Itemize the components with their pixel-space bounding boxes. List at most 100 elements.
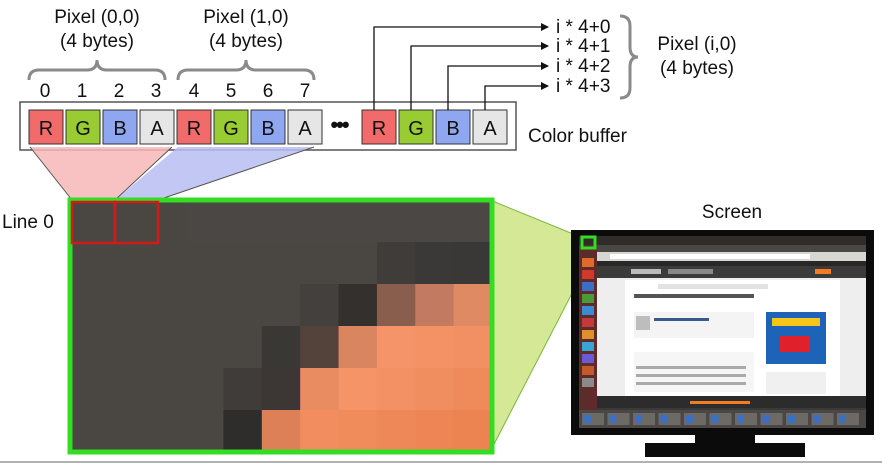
ad-text-band [772, 318, 820, 326]
magnified-pixel [223, 284, 263, 327]
byte-index: 0 [40, 81, 51, 102]
song-row-3 [636, 382, 746, 385]
site-search [668, 269, 713, 274]
magnified-pixel [146, 242, 186, 285]
magnified-pixel [146, 410, 186, 453]
taskbar-window-icon [584, 415, 591, 423]
monitor [571, 230, 874, 457]
magnified-pixel [70, 326, 109, 369]
magnified-pixel [453, 368, 493, 411]
channel-letter: B [261, 118, 274, 140]
offset-arrows [373, 23, 549, 110]
channel-cell [213, 109, 249, 145]
channel-cell [65, 109, 101, 145]
magnified-pixel [453, 410, 493, 453]
channel-cell [250, 109, 286, 145]
channel-cell [472, 109, 508, 145]
site-upload-button [815, 269, 831, 274]
byte-indices: 0 1 2 3 4 5 6 7 [40, 81, 311, 102]
magnified-pixel [70, 200, 109, 243]
magnified-pixel [146, 284, 186, 327]
monitor-base [645, 443, 805, 457]
magnified-pixel [223, 200, 263, 243]
channel-letter: A [483, 118, 497, 140]
launcher-icon-5 [582, 306, 594, 315]
magnified-pixel [300, 326, 340, 369]
magnified-pixel [415, 410, 455, 453]
pixel-i-brace [619, 14, 639, 100]
shared-projection-edge [114, 146, 173, 201]
magnified-pixel [376, 200, 416, 243]
channel-letter: R [187, 118, 201, 140]
magnified-pixel [185, 242, 225, 285]
magnified-pixel [108, 368, 148, 411]
magnified-pixel [300, 284, 340, 327]
magnified-pixel [300, 410, 340, 453]
launcher-icon-4 [582, 294, 594, 303]
browser-tabs [597, 245, 866, 252]
offset-2: i * 4+2 [556, 56, 610, 77]
screen-label: Screen [702, 202, 762, 223]
byte-index: 5 [226, 81, 237, 102]
launcher-icon-11 [582, 378, 594, 387]
magnified-pixel [338, 368, 378, 411]
magnified-pixel [108, 242, 148, 285]
taskbar-window-icon [609, 415, 617, 423]
artist-thumb [636, 316, 650, 330]
pixel-1-highlight [113, 200, 160, 245]
magnified-pixel [415, 368, 455, 411]
sidebar-list [766, 372, 826, 394]
magnified-pixel [338, 200, 378, 243]
zoom-projection [490, 200, 596, 452]
monitor-neck [695, 435, 755, 443]
magnified-border [67, 197, 495, 455]
taskbar-window-icon [737, 415, 744, 423]
channel-cell [139, 109, 175, 145]
magnified-pixel [376, 284, 416, 327]
magnified-pixel [261, 326, 301, 369]
pixel-0-brace [27, 59, 167, 81]
magnified-pixel [223, 368, 263, 411]
pixel-0-title: Pixel (0,0) [54, 7, 140, 28]
channel-cell [361, 109, 397, 145]
byte-index: 1 [77, 81, 88, 102]
magnified-pixel [415, 200, 455, 243]
magnified-pixel [223, 410, 263, 453]
magnified-pixel [453, 242, 493, 285]
top-panel [579, 236, 866, 245]
pixel-0-size: (4 bytes) [60, 31, 134, 52]
magnified-pixel [223, 242, 263, 285]
color-buffer-label: Color buffer [528, 126, 628, 147]
browser-url-bar [610, 254, 810, 259]
launcher-icon-9 [582, 354, 594, 363]
channel-cell [287, 109, 323, 145]
magnified-pixel [376, 326, 416, 369]
taskbar-window-icon [839, 415, 846, 423]
magnified-pixel [185, 200, 225, 243]
taskbar-window-icon [660, 415, 668, 423]
magnified-pixel [70, 242, 109, 285]
magnified-pixel [261, 242, 301, 285]
taskbar-window-icon [762, 415, 770, 423]
taskbar-window-icon [711, 415, 719, 423]
channel-cell [435, 109, 471, 145]
channel-letter: G [75, 118, 91, 140]
channel-cell [28, 109, 64, 145]
magnified-pixel [376, 242, 416, 285]
offset-1: i * 4+1 [556, 36, 610, 57]
magnified-pixel [108, 284, 148, 327]
magnified-pixel [415, 242, 455, 285]
magnified-pixel [376, 368, 416, 411]
byte-index: 3 [151, 81, 162, 102]
taskbar-window-icon [686, 415, 693, 423]
magnified-pixel [223, 326, 263, 369]
channel-letter: G [223, 118, 239, 140]
ad-figure [780, 336, 810, 352]
magnified-pixel [185, 368, 225, 411]
magnified-pixel [146, 368, 186, 411]
offset-0: i * 4+0 [556, 17, 610, 38]
artist-name-bar [654, 318, 709, 321]
pixel-i-size: (4 bytes) [660, 58, 734, 79]
